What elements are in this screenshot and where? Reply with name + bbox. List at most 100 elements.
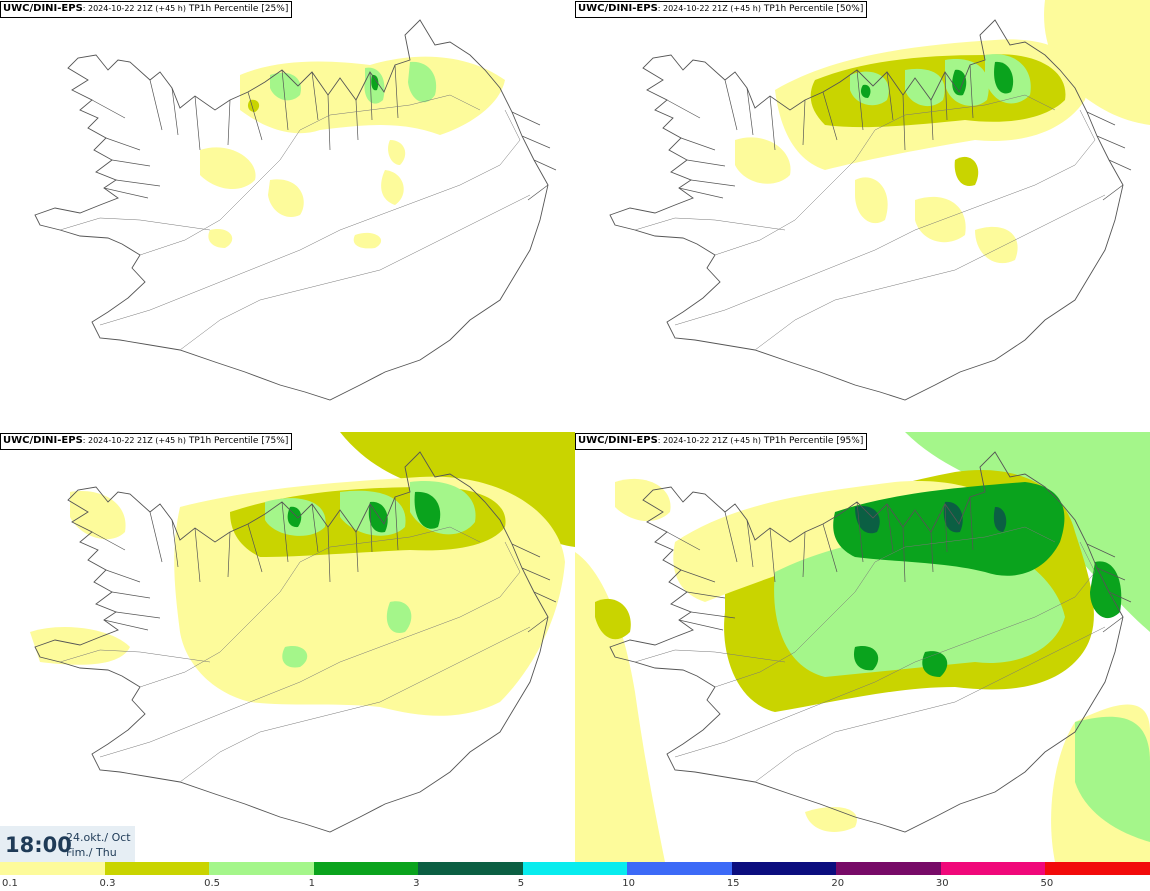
- fjord-line: [856, 496, 974, 583]
- fjord-line: [1086, 543, 1132, 633]
- legend-label: 1: [308, 878, 315, 889]
- precip-map: [609, 0, 1150, 401]
- fjord-line: [281, 496, 399, 583]
- precip-area: [805, 807, 857, 832]
- precip-area: [386, 601, 412, 633]
- legend-label: 50: [1040, 878, 1054, 889]
- legend-swatch: [104, 862, 211, 875]
- precip-area: [353, 232, 382, 249]
- valid-weekday: Fim./ Thu: [66, 846, 117, 859]
- precip-area: [975, 226, 1018, 264]
- coastline: [609, 19, 1124, 401]
- run-time: : 2024-10-22 21Z (+45 h): [82, 4, 186, 13]
- precip-area: [855, 177, 888, 224]
- precip-area: [287, 506, 302, 528]
- precip-area: [1090, 561, 1122, 619]
- panel-title: UWC/DINI-EPS: 2024-10-22 21Z (+45 h) TP1…: [0, 433, 293, 450]
- precip-area: [30, 627, 130, 665]
- legend-label: 3: [413, 878, 420, 889]
- legend-swatch: [731, 862, 838, 875]
- precip-area: [860, 84, 871, 98]
- fjord-line: [91, 99, 161, 199]
- variable-name: TP1h Percentile [95%]: [760, 436, 864, 446]
- legend-swatch: [1045, 862, 1150, 875]
- precip-area: [735, 137, 791, 184]
- precip-area: [408, 61, 437, 103]
- variable-name: TP1h Percentile [25%]: [185, 4, 289, 14]
- road-line: [714, 526, 1056, 688]
- precip-area: [853, 646, 879, 671]
- legend-swatch: [313, 862, 420, 875]
- precip-area: [371, 74, 379, 91]
- valid-hour: 18:00: [5, 833, 72, 857]
- legend-label: 0.5: [204, 878, 220, 889]
- precip-area: [855, 506, 880, 534]
- precip-area: [388, 140, 406, 165]
- panel-title: UWC/DINI-EPS: 2024-10-22 21Z (+45 h) TP1…: [575, 1, 868, 18]
- color-legend: 0.1 0.3 0.5 1 3 5 10 15 20 30 50: [0, 862, 1150, 891]
- precip-map: [30, 432, 575, 833]
- variable-name: TP1h Percentile [50%]: [760, 4, 864, 14]
- fjord-line: [724, 511, 838, 583]
- legend-swatch: [522, 862, 629, 875]
- model-name: UWC/DINI-EPS: [578, 3, 658, 14]
- legend-label: 15: [726, 878, 740, 889]
- fjord-line: [511, 111, 557, 201]
- valid-time-box: 18:00 24.okt./ Oct Fim./ Thu: [0, 826, 135, 862]
- precip-area: [268, 179, 304, 218]
- legend-label: 0.1: [2, 878, 18, 889]
- legend-swatch: [209, 862, 315, 875]
- run-time: : 2024-10-22 21Z (+45 h): [657, 436, 761, 445]
- road-line: [139, 94, 481, 256]
- legend-swatch: [940, 862, 1047, 875]
- legend-swatch: [836, 862, 942, 875]
- precip-area: [905, 432, 1150, 632]
- legend-label: 30: [935, 878, 949, 889]
- precip-area: [595, 598, 631, 640]
- precip-area: [993, 506, 1007, 532]
- precip-map: [575, 432, 1150, 862]
- precip-area: [954, 156, 979, 186]
- precip-area: [1075, 716, 1150, 842]
- fjord-line: [666, 531, 736, 631]
- run-time: : 2024-10-22 21Z (+45 h): [82, 436, 186, 445]
- coastline: [609, 451, 1124, 833]
- road-line: [714, 94, 1056, 256]
- precip-area: [200, 147, 256, 190]
- model-name: UWC/DINI-EPS: [578, 435, 658, 446]
- road-line: [139, 526, 481, 688]
- fjord-line: [856, 64, 974, 151]
- precip-area: [575, 552, 665, 862]
- legend-swatch: [418, 862, 524, 875]
- road-line: [754, 626, 1106, 783]
- fjord-line: [149, 79, 263, 151]
- precip-area: [247, 99, 260, 112]
- precip-area: [414, 491, 441, 529]
- valid-date: 24.okt./ Oct: [66, 831, 131, 844]
- fjord-line: [666, 99, 736, 199]
- run-time: : 2024-10-22 21Z (+45 h): [657, 4, 761, 13]
- panel-title: UWC/DINI-EPS: 2024-10-22 21Z (+45 h) TP1…: [575, 433, 868, 450]
- fjord-line: [91, 531, 161, 631]
- precip-area: [416, 579, 530, 686]
- road-line: [59, 217, 211, 231]
- precip-area: [922, 651, 948, 677]
- precip-area: [381, 170, 404, 205]
- road-line: [754, 194, 1106, 351]
- legend-label: 20: [831, 878, 845, 889]
- map-panel-p50: UWC/DINI-EPS: 2024-10-22 21Z (+45 h) TP1…: [575, 0, 1150, 430]
- fjord-line: [724, 79, 838, 151]
- road-line: [674, 109, 1096, 326]
- fjord-line: [511, 543, 557, 633]
- coastline: [34, 451, 549, 833]
- fjord-line: [281, 64, 399, 151]
- variable-name: TP1h Percentile [75%]: [185, 436, 289, 446]
- precip-area: [915, 196, 966, 243]
- fjord-line: [149, 511, 263, 583]
- precip-map: [34, 19, 557, 401]
- map-panel-p25: UWC/DINI-EPS: 2024-10-22 21Z (+45 h) TP1…: [0, 0, 575, 430]
- legend-swatch: [627, 862, 733, 875]
- road-line: [179, 626, 531, 783]
- precip-area: [994, 61, 1014, 94]
- map-panel-p75: UWC/DINI-EPS: 2024-10-22 21Z (+45 h) TP1…: [0, 432, 575, 862]
